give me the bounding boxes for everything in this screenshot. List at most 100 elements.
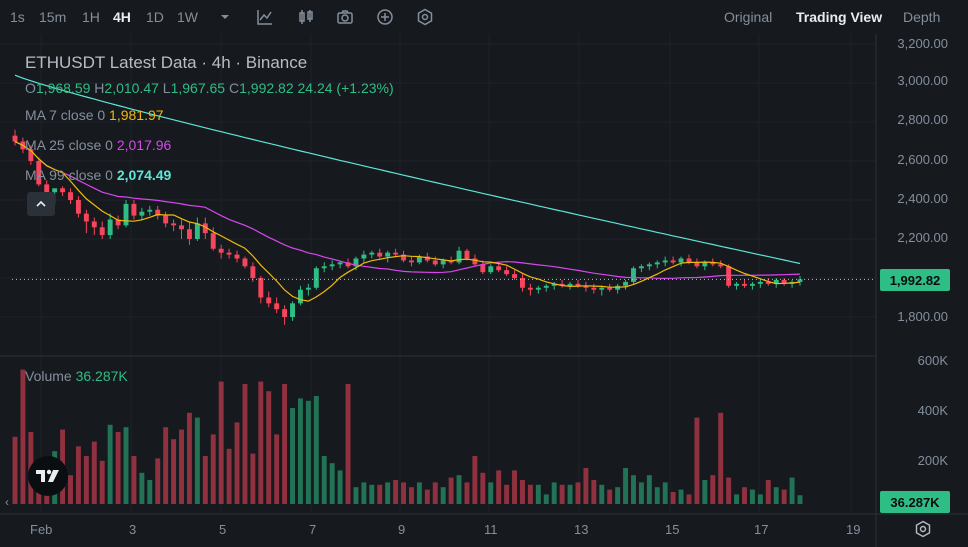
candle-body — [734, 283, 740, 286]
candle-body — [68, 192, 73, 200]
volume-bar — [646, 475, 652, 504]
candle-body — [409, 260, 414, 263]
scroll-left-button[interactable]: ‹ — [5, 495, 9, 509]
volume-bar — [186, 412, 192, 504]
volume-bar — [12, 436, 18, 504]
candle-body — [749, 283, 755, 286]
timeframe-4h[interactable]: 4H — [113, 9, 131, 25]
volume-bar — [416, 482, 422, 504]
chevron-down-icon[interactable] — [215, 7, 235, 27]
volume-bar — [488, 482, 494, 504]
volume-bar — [345, 384, 351, 504]
candle-body — [702, 262, 708, 267]
candle-body — [575, 283, 581, 286]
candle-body — [75, 200, 81, 214]
ma7-value: 1,981.97 — [109, 107, 164, 123]
ma25-legend[interactable]: MA 25 close 0 2,017.96 — [25, 137, 171, 153]
candle-body — [773, 279, 779, 284]
chart-toolbar: 1s 15m 1H 4H 1D 1W Original Trading View… — [0, 0, 968, 34]
candle-body — [266, 297, 272, 304]
volume-bar — [527, 484, 533, 504]
add-icon[interactable] — [375, 7, 395, 27]
volume-axis-label: 400K — [917, 403, 948, 418]
candle-body — [210, 233, 216, 249]
timeframe-1d[interactable]: 1D — [146, 9, 164, 25]
volume-bar — [623, 468, 629, 504]
candle-body — [194, 223, 200, 239]
timeframe-1w[interactable]: 1W — [177, 9, 198, 25]
volume-bar — [266, 391, 272, 504]
volume-bar — [424, 489, 430, 504]
candle-body — [377, 252, 383, 257]
axis-settings-icon[interactable] — [912, 518, 934, 540]
chart-area[interactable]: ETHUSDT Latest Data · 4h · Binance O1,96… — [0, 34, 968, 547]
volume-bar — [107, 424, 113, 504]
volume-bar — [337, 470, 343, 504]
timeframe-15m[interactable]: 15m — [39, 9, 67, 25]
ma99-value: 2,074.49 — [116, 167, 172, 183]
volume-bar — [591, 480, 597, 504]
volume-bar — [480, 472, 486, 504]
candle-body — [218, 248, 224, 253]
candle-body — [765, 281, 771, 284]
price-axis-label: 3,000.00 — [897, 73, 948, 88]
volume-bar — [75, 446, 81, 504]
candlestick-chart[interactable] — [0, 34, 968, 547]
candle-body — [456, 250, 462, 263]
volume-bar — [163, 427, 169, 504]
volume-bar — [686, 494, 692, 504]
volume-bar — [313, 396, 319, 504]
volume-bar — [789, 477, 795, 504]
time-axis-label: 11 — [484, 522, 498, 537]
price-axis-label: 2,200.00 — [897, 230, 948, 245]
volume-axis-label: 600K — [917, 353, 948, 368]
volume-bar — [472, 456, 478, 504]
volume-bar — [440, 487, 446, 504]
volume-bar — [765, 480, 771, 504]
volume-bar — [773, 487, 779, 504]
candle-body — [424, 256, 430, 261]
candle-body — [147, 209, 153, 212]
volume-bar — [631, 475, 636, 504]
volume-bar — [68, 475, 73, 504]
candle-body — [155, 209, 161, 216]
candle-type-icon[interactable] — [296, 7, 316, 27]
volume-bar — [242, 384, 248, 504]
tab-trading-view[interactable]: Trading View — [796, 9, 883, 25]
ma99-legend[interactable]: MA 99 close 0 2,074.49 — [25, 167, 171, 183]
candle-body — [83, 213, 89, 222]
volume-bar — [512, 470, 518, 504]
candle-body — [607, 287, 613, 290]
settings-icon[interactable] — [415, 7, 435, 27]
tab-depth[interactable]: Depth — [903, 9, 941, 25]
candle-body — [179, 225, 184, 230]
volume-bar — [551, 482, 557, 504]
volume-bar — [297, 398, 303, 504]
time-axis-label: 3 — [129, 522, 137, 537]
volume-bar — [638, 482, 644, 504]
ma25-label: MA 25 close 0 — [25, 137, 113, 153]
volume-bar — [710, 475, 716, 504]
collapse-legend-button[interactable] — [27, 192, 55, 216]
candle-body — [353, 258, 359, 267]
timeframe-1h[interactable]: 1H — [82, 9, 100, 25]
candle-body — [361, 254, 367, 259]
candle-body — [520, 278, 525, 288]
ma7-legend[interactable]: MA 7 close 0 1,981.97 — [25, 107, 164, 123]
indicators-icon[interactable] — [255, 7, 275, 27]
camera-icon[interactable] — [335, 7, 355, 27]
timeframe-1s[interactable]: 1s — [10, 9, 25, 25]
volume-bar — [210, 434, 216, 504]
volume-bar — [282, 384, 288, 504]
ma25-line — [14, 140, 801, 280]
tab-original[interactable]: Original — [724, 9, 773, 25]
candle-body — [496, 266, 502, 271]
candle-body — [369, 252, 375, 255]
volume-bar — [401, 482, 406, 504]
ma7-label: MA 7 close 0 — [25, 107, 106, 123]
candle-body — [28, 149, 34, 161]
volume-bar — [393, 480, 399, 504]
volume-axis-label: 200K — [917, 453, 948, 468]
tradingview-logo[interactable] — [28, 456, 68, 496]
candle-body — [535, 287, 541, 290]
